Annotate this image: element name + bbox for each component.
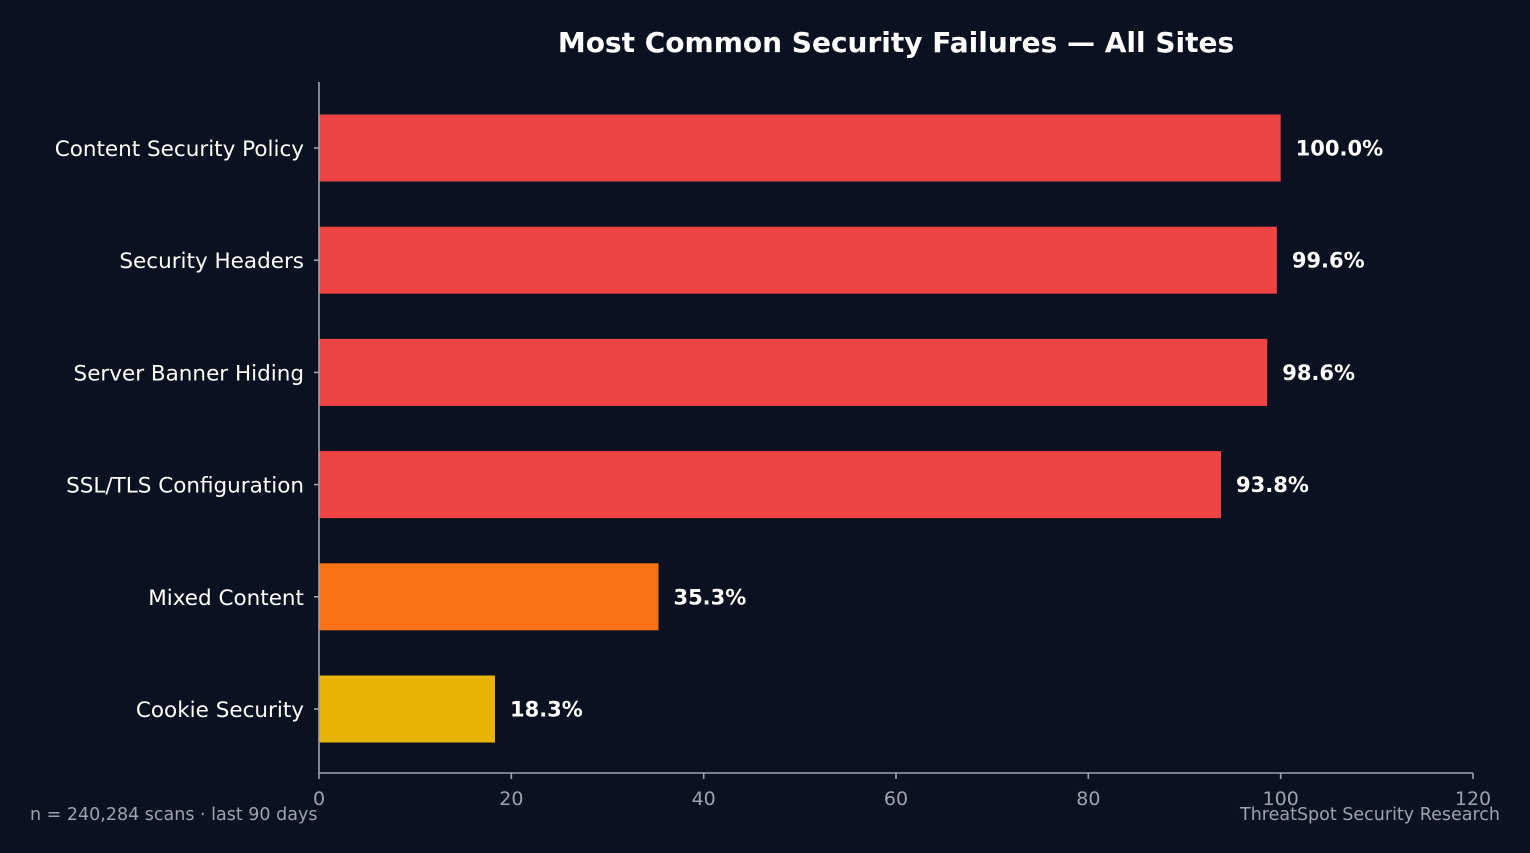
x-tick-label-5: 100 bbox=[1263, 788, 1299, 810]
bar-3 bbox=[319, 451, 1222, 519]
x-tick-label-0: 0 bbox=[313, 788, 325, 810]
value-label-4: 35.3% bbox=[673, 585, 746, 609]
bar-1 bbox=[319, 226, 1277, 294]
value-labels: 100.0% 99.6% 98.6% 93.8% 35.3% 18.3% bbox=[510, 137, 1383, 722]
x-tick-label-3: 60 bbox=[884, 788, 908, 810]
value-label-2: 98.6% bbox=[1282, 361, 1355, 385]
bars-layer bbox=[319, 114, 1281, 743]
bar-4 bbox=[319, 563, 659, 631]
value-label-0: 100.0% bbox=[1296, 137, 1383, 161]
value-label-1: 99.6% bbox=[1292, 249, 1365, 273]
category-label-2: Server Banner Hiding bbox=[74, 361, 304, 386]
x-tick-label-1: 20 bbox=[499, 788, 523, 810]
category-label-4: Mixed Content bbox=[148, 586, 304, 611]
chart-title: Most Common Security Failures — All Site… bbox=[558, 26, 1234, 59]
category-label-1: Security Headers bbox=[119, 249, 304, 274]
footer-source: ThreatSpot Security Research bbox=[1239, 805, 1500, 825]
category-labels: Content Security Policy Security Headers S… bbox=[55, 137, 319, 723]
x-axis-ticks: 0 20 40 60 80 100 120 bbox=[313, 773, 1491, 810]
footer-sample-note: n = 240,284 scans · last 90 days bbox=[30, 805, 317, 825]
bar-5 bbox=[319, 675, 495, 743]
category-label-0: Content Security Policy bbox=[55, 137, 305, 162]
x-tick-label-4: 80 bbox=[1076, 788, 1100, 810]
category-label-3: SSL/TLS Configuration bbox=[66, 474, 304, 499]
bar-0 bbox=[319, 114, 1281, 182]
bar-2 bbox=[319, 338, 1268, 406]
value-label-5: 18.3% bbox=[510, 698, 583, 722]
x-tick-label-6: 120 bbox=[1455, 788, 1491, 810]
category-label-5: Cookie Security bbox=[136, 698, 304, 723]
x-tick-label-2: 40 bbox=[692, 788, 716, 810]
value-label-3: 93.8% bbox=[1236, 473, 1309, 497]
